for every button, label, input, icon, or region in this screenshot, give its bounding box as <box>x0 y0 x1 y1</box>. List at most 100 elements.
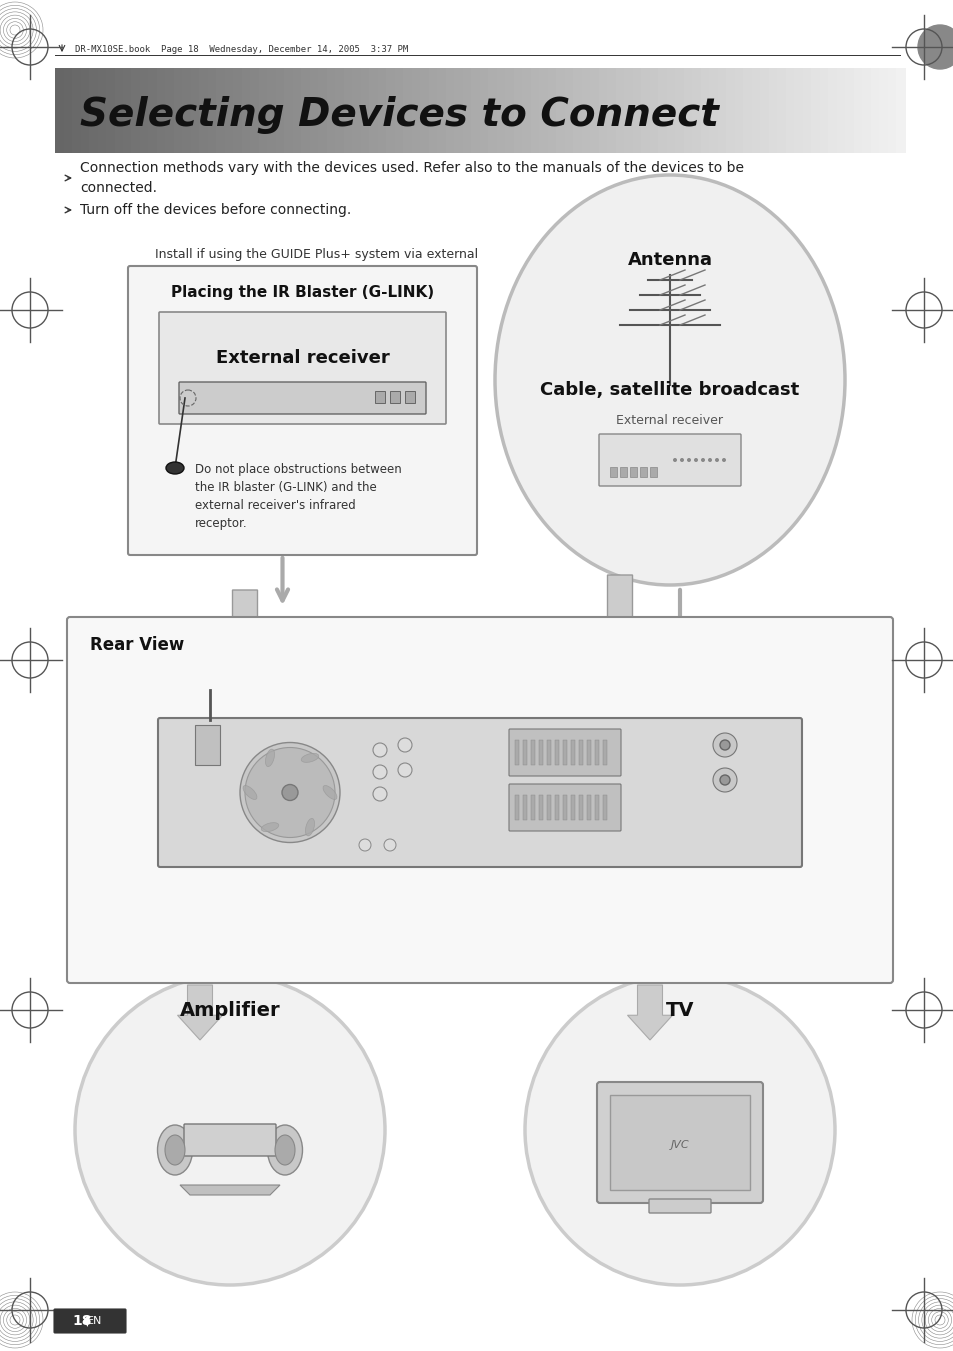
Text: Connection methods vary with the devices used. Refer also to the manuals of the : Connection methods vary with the devices… <box>80 161 743 195</box>
Bar <box>887 68 897 153</box>
Circle shape <box>712 734 737 757</box>
Text: Connect with TV input
Via SCART connector: Connect with TV input Via SCART connecto… <box>499 640 630 671</box>
Circle shape <box>373 743 387 757</box>
Bar <box>199 68 209 153</box>
Bar <box>251 68 260 153</box>
Circle shape <box>686 458 690 462</box>
Circle shape <box>721 458 725 462</box>
Bar <box>267 68 276 153</box>
Bar <box>514 68 523 153</box>
Bar <box>555 794 558 820</box>
Bar <box>546 794 551 820</box>
Bar <box>80 68 90 153</box>
Bar <box>700 68 710 153</box>
Bar <box>55 68 65 153</box>
Bar <box>446 68 455 153</box>
Circle shape <box>700 458 704 462</box>
FancyBboxPatch shape <box>128 266 476 555</box>
Bar <box>497 68 506 153</box>
Bar <box>471 68 480 153</box>
Bar <box>318 68 328 153</box>
Bar <box>505 68 515 153</box>
FancyBboxPatch shape <box>648 1198 710 1213</box>
Circle shape <box>397 763 412 777</box>
Text: Install if using the GUIDE Plus+ system via external
receiver.: Install if using the GUIDE Plus+ system … <box>154 249 477 280</box>
Circle shape <box>384 839 395 851</box>
Text: Connect with amplifier's digital input: Connect with amplifier's digital input <box>170 875 389 888</box>
Bar <box>293 68 302 153</box>
Text: Amplifier: Amplifier <box>179 1001 280 1020</box>
Bar <box>546 740 551 765</box>
Bar <box>785 68 795 153</box>
Polygon shape <box>627 985 672 1040</box>
Bar <box>216 68 226 153</box>
Bar <box>429 68 438 153</box>
Bar <box>726 68 735 153</box>
Bar <box>640 68 650 153</box>
Bar <box>488 68 497 153</box>
FancyBboxPatch shape <box>597 1082 762 1202</box>
Bar <box>275 68 285 153</box>
Bar <box>595 740 598 765</box>
Bar <box>624 68 634 153</box>
Text: Connect with TV or amplifier input: Connect with TV or amplifier input <box>165 661 368 674</box>
FancyBboxPatch shape <box>158 717 801 867</box>
Bar <box>751 68 760 153</box>
Ellipse shape <box>166 462 184 474</box>
Bar <box>233 68 243 153</box>
Ellipse shape <box>157 1125 193 1175</box>
Bar <box>590 68 599 153</box>
Circle shape <box>373 788 387 801</box>
Circle shape <box>720 740 729 750</box>
Text: Connect with TV input
Via Component video: Connect with TV input Via Component vide… <box>355 640 485 671</box>
Bar <box>820 68 828 153</box>
Bar <box>602 794 606 820</box>
Ellipse shape <box>267 1125 302 1175</box>
Bar <box>182 68 192 153</box>
Bar <box>629 467 637 477</box>
Text: Connect with
antenna or cable: Connect with antenna or cable <box>739 640 840 671</box>
Bar <box>595 794 598 820</box>
Bar <box>562 740 566 765</box>
Text: Power cord: Power cord <box>152 694 217 708</box>
Bar <box>522 68 532 153</box>
Bar <box>301 68 311 153</box>
FancyBboxPatch shape <box>54 1309 126 1333</box>
Ellipse shape <box>301 754 318 762</box>
Circle shape <box>240 743 339 843</box>
Circle shape <box>75 975 385 1285</box>
Circle shape <box>712 767 737 792</box>
Bar <box>106 68 115 153</box>
Text: EN: EN <box>87 1316 102 1325</box>
Bar <box>114 68 124 153</box>
Bar <box>571 794 575 820</box>
Bar <box>208 68 217 153</box>
Bar <box>853 68 862 153</box>
Circle shape <box>397 738 412 753</box>
Bar <box>454 68 463 153</box>
Text: Antenna: Antenna <box>627 251 712 269</box>
Bar <box>794 68 803 153</box>
Bar <box>191 68 200 153</box>
FancyArrow shape <box>600 576 639 638</box>
Bar <box>802 68 812 153</box>
Bar <box>564 68 574 153</box>
Bar <box>123 68 132 153</box>
Bar <box>547 68 557 153</box>
Bar <box>556 68 565 153</box>
Bar <box>827 68 837 153</box>
Bar <box>658 68 667 153</box>
Bar <box>616 68 625 153</box>
Ellipse shape <box>305 819 314 836</box>
Bar <box>420 68 430 153</box>
Text: TV: TV <box>665 1001 694 1020</box>
Circle shape <box>282 785 297 801</box>
Bar <box>649 467 657 477</box>
Bar <box>870 68 880 153</box>
Bar <box>862 68 871 153</box>
Bar <box>598 68 608 153</box>
Text: External receiver: External receiver <box>215 349 389 367</box>
Circle shape <box>679 458 683 462</box>
Text: Placing the IR Blaster (G-LINK): Placing the IR Blaster (G-LINK) <box>171 285 434 300</box>
Bar <box>531 740 535 765</box>
